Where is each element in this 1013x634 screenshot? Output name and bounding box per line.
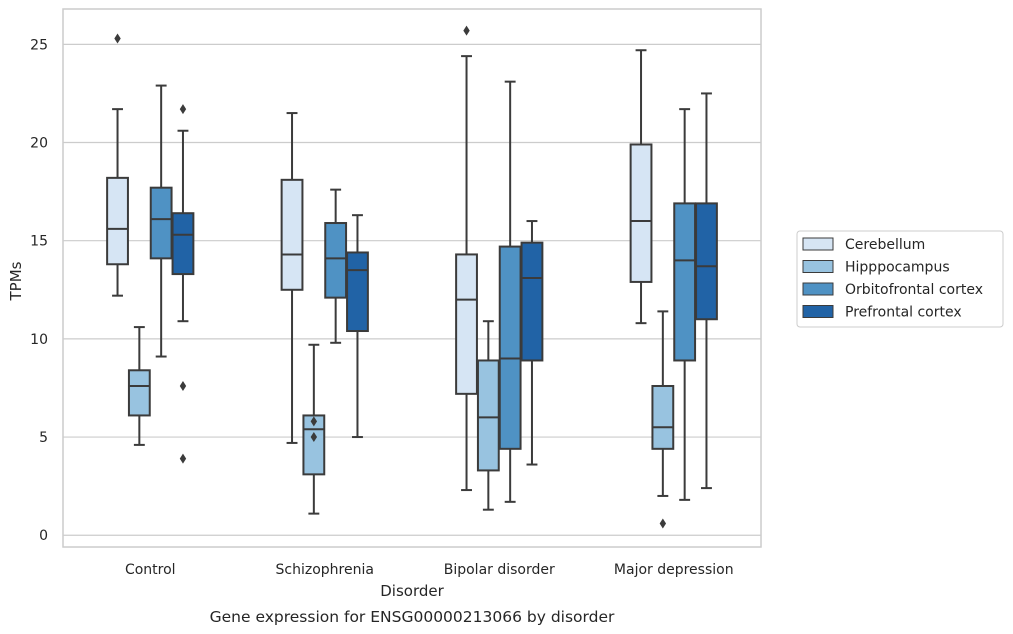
legend-swatch: [802, 282, 834, 296]
y-tick-label: 15: [30, 234, 48, 250]
box-group: [455, 25, 478, 492]
legend-swatch: [802, 260, 834, 273]
x-axis-ticks: Control Schizophrenia Bipolar disorder Majo…: [125, 562, 734, 578]
y-axis-ticks: 0 5 10 15 20 25: [30, 37, 48, 544]
box-group: [498, 80, 522, 503]
box: [476, 359, 500, 472]
box-group: [520, 220, 544, 466]
outlier-marker: [310, 416, 318, 427]
outlier-marker: [310, 432, 318, 443]
y-tick-label: 20: [30, 136, 48, 152]
y-axis-label: TPMs: [7, 261, 25, 301]
boxes: [106, 25, 718, 529]
box: [673, 202, 697, 362]
chart-caption: Gene expression for ENSG00000213066 by d…: [210, 608, 615, 626]
y-tick-label: 5: [39, 430, 48, 446]
outlier-marker: [179, 453, 187, 464]
legend-swatch: [802, 305, 834, 318]
box-group: [171, 104, 195, 464]
plot-area: [62, 8, 762, 548]
box: [695, 202, 718, 321]
box-group: [695, 92, 718, 490]
y-tick-label: 10: [30, 332, 48, 348]
legend-label: Hipppocampus: [845, 260, 950, 276]
box: [127, 369, 151, 417]
box: [171, 212, 195, 276]
outlier-marker: [659, 518, 667, 529]
legend-label: Orbitofrontal cortex: [845, 282, 983, 298]
outlier-marker: [114, 33, 121, 44]
box: [520, 241, 544, 362]
x-axis-label: Disorder: [380, 582, 444, 600]
box: [346, 251, 369, 333]
box-group: [149, 84, 173, 358]
box-group: [673, 108, 697, 501]
box: [280, 178, 304, 291]
box: [629, 143, 653, 283]
legend: Cerebellum Hipppocampus Orbitofrontal cort…: [796, 230, 1004, 328]
box-group: [127, 326, 151, 446]
x-tick-label: Bipolar disorder: [444, 562, 555, 578]
box: [106, 176, 129, 266]
y-tick-label: 25: [30, 37, 48, 53]
box: [455, 253, 478, 395]
box-group: [651, 310, 675, 529]
legend-swatch: [802, 237, 834, 251]
outlier-marker: [179, 104, 187, 115]
legend-label: Cerebellum: [845, 237, 925, 253]
y-tick-label: 0: [39, 528, 48, 544]
x-tick-label: Major depression: [614, 562, 734, 578]
box-group: [280, 112, 304, 444]
box: [149, 186, 173, 260]
outlier-marker: [179, 380, 187, 391]
x-tick-label: Schizophrenia: [276, 562, 374, 578]
outlier-marker: [463, 25, 470, 36]
x-tick-label: Control: [125, 562, 176, 578]
legend-frame: [796, 230, 1004, 328]
box-group: [346, 214, 369, 439]
box-group: [302, 343, 326, 515]
box-group: [106, 33, 129, 297]
box: [498, 245, 522, 450]
box: [651, 384, 675, 450]
box-group: [629, 49, 653, 325]
box: [324, 222, 348, 299]
legend-label: Prefrontal cortex: [845, 305, 962, 321]
